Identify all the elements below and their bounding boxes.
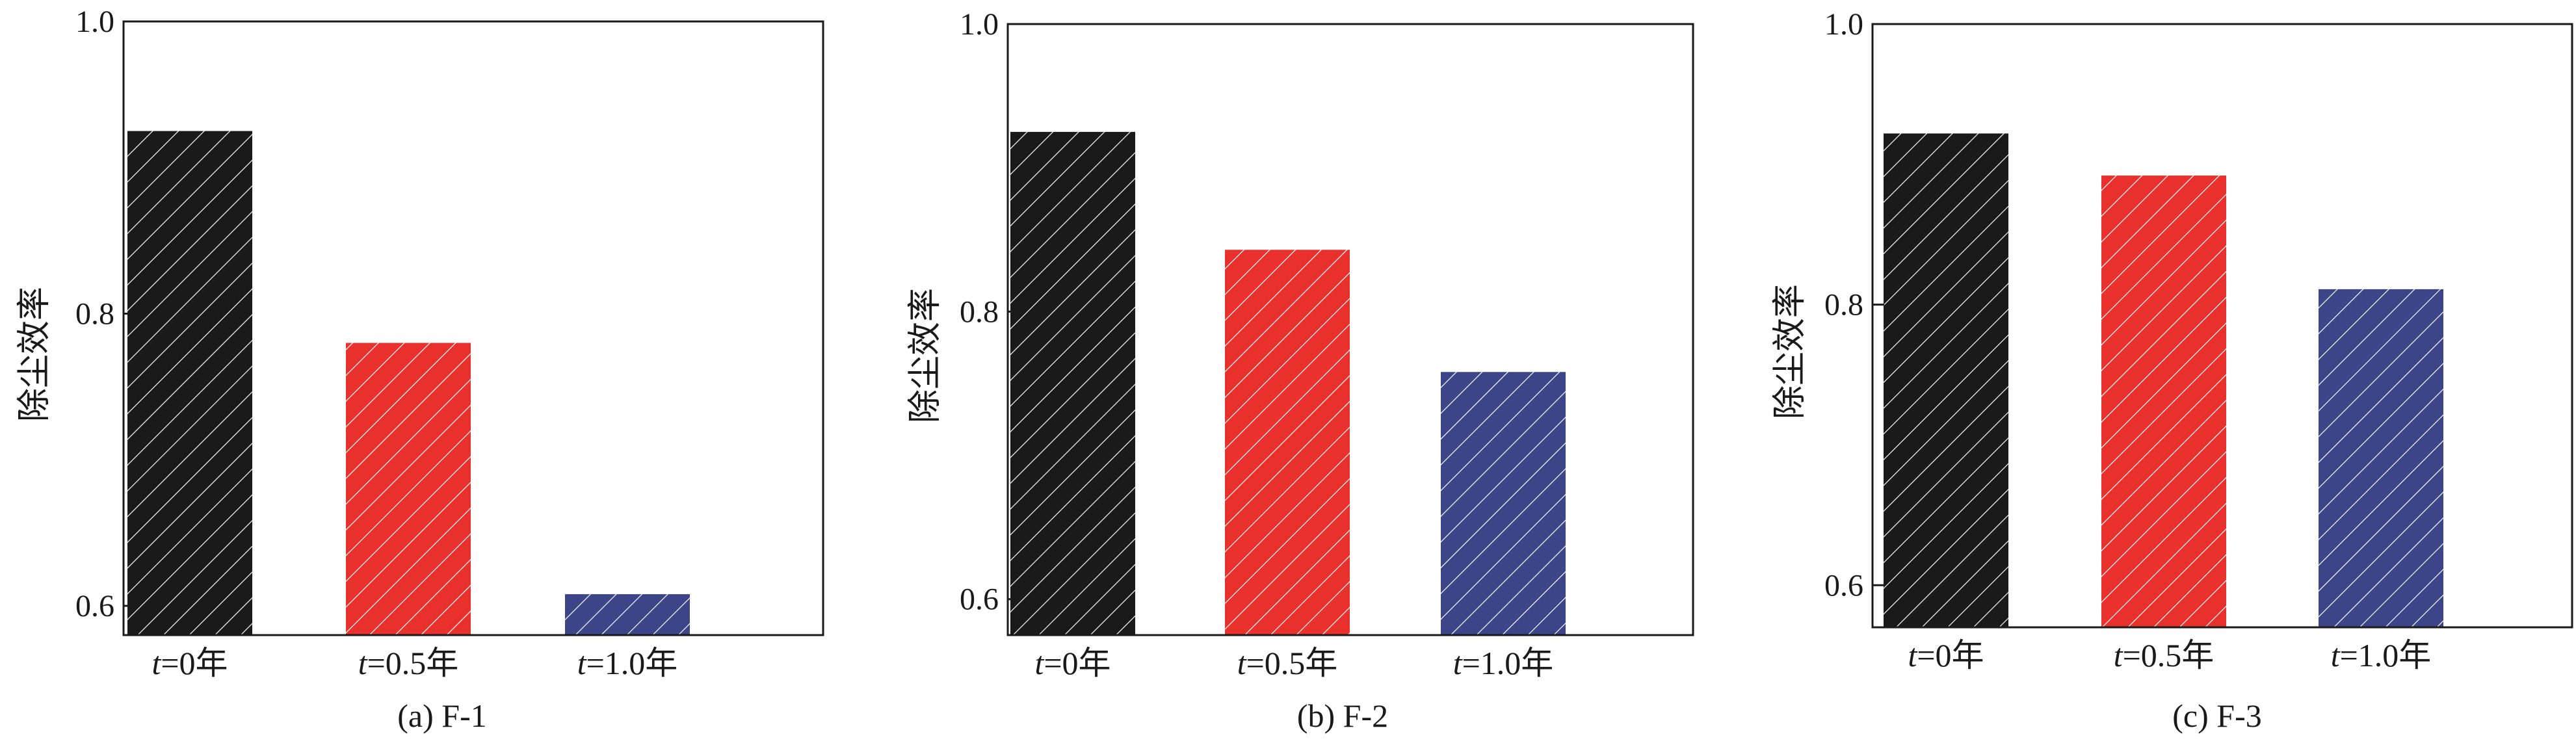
x-category-label: t=0.5年 [1237,645,1338,681]
bar-3-3 [2319,289,2443,627]
y-tick-label: 0.8 [75,297,114,332]
y-tick-label: 0.6 [1824,568,1863,603]
panel-caption: (b) F-2 [1297,697,1388,734]
x-category-label: t=1.0年 [577,645,678,681]
panel-caption: (a) F-1 [397,697,486,734]
bar-3-1 [1884,133,2008,627]
plot-frame [1871,23,2573,629]
bar-2-3 [1441,372,1566,635]
panel-caption: (c) F-3 [2172,697,2261,734]
bar-2-2 [1225,250,1350,635]
chart-panel-1: 0.6 0.8 1.0 除尘效率 t=0年 t=0.5年 t=1.0年 (a) F-1 [16,5,824,734]
x-category-label: t=1.0年 [2331,637,2432,673]
y-tick-label: 1.0 [960,7,999,42]
y-tick-label: 0.6 [75,589,114,623]
y-axis-label: 除尘效率 [16,287,53,422]
y-tick-label: 1.0 [1824,7,1863,42]
y-tick-label: 0.8 [960,294,999,329]
chart-panel-3: 0.6 0.8 1.0 除尘效率 t=0年 t=0.5年 t=1.0年 (c) F-3 [1772,7,2573,734]
bar-1-1 [127,131,252,636]
bar-1-3 [565,594,690,635]
y-tick-label: 0.8 [1824,288,1863,322]
x-category-label: t=0年 [151,645,228,681]
x-category-label: t=0.5年 [358,645,459,681]
y-tick-label: 0.6 [960,582,999,617]
y-tick-label: 1.0 [75,5,114,39]
y-axis-label: 除尘效率 [1772,284,1809,419]
plot-frame [1006,23,1694,636]
bar-3-2 [2101,176,2226,627]
x-category-label: t=0年 [1034,645,1111,681]
x-category-label: t=1.0年 [1453,645,1554,681]
x-category-label: t=0年 [1908,637,1984,673]
y-axis-label: 除尘效率 [907,288,944,423]
chart-panel-2: 0.6 0.8 1.0 除尘效率 t=0年 t=0.5年 t=1.0年 (b) F-2 [907,7,1694,734]
bar-1-2 [346,343,471,635]
plot-frame [122,20,824,636]
x-category-label: t=0.5年 [2114,637,2215,673]
bar-2-1 [1010,131,1135,636]
